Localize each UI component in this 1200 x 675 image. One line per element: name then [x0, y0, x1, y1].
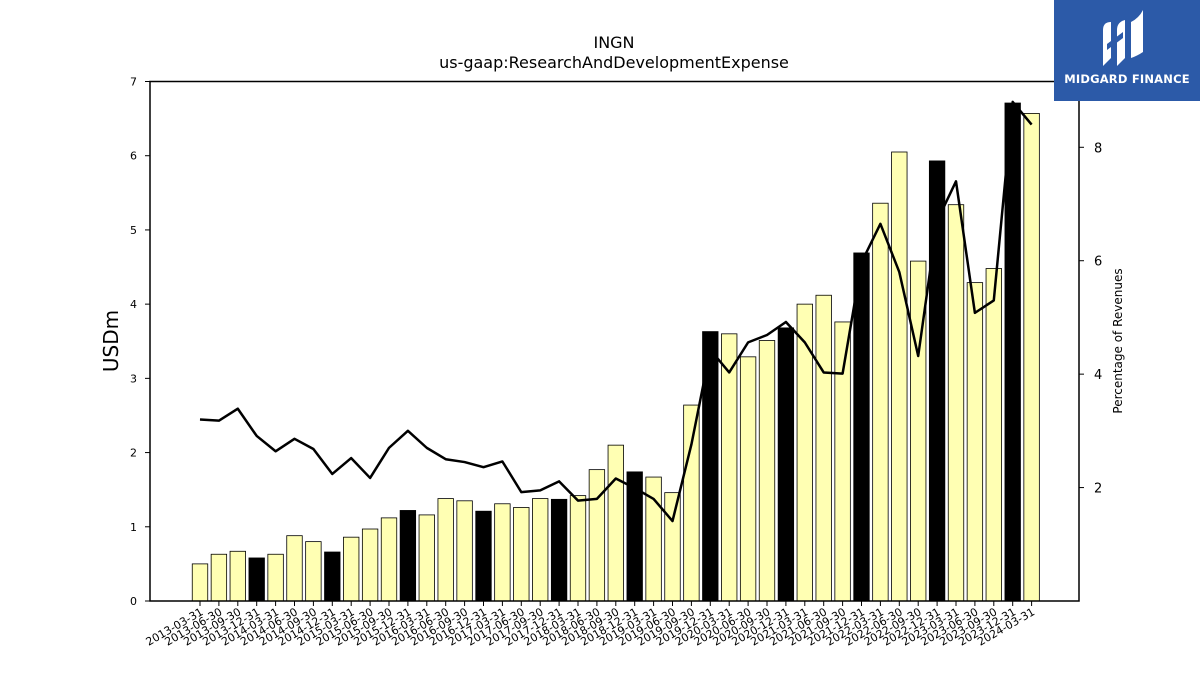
brand-name: MIDGARD FINANCE — [1064, 72, 1190, 86]
y2-tick-label: 4 — [1094, 368, 1102, 383]
bar-2013-12-31 — [248, 557, 265, 602]
bar-2020-06-30 — [739, 356, 757, 602]
bar-2017-12-31 — [550, 498, 568, 602]
bar-2024-03-31 — [1023, 113, 1040, 602]
bar-2016-09-30 — [456, 500, 473, 602]
bar-2022-03-31 — [872, 202, 889, 602]
y-tick-label: 1 — [130, 521, 137, 534]
bar-2023-12-31 — [1004, 102, 1021, 602]
plot-area: 0123456724682013-03-312013-06-302013-09-… — [130, 76, 1102, 649]
bar-2020-09-30 — [758, 340, 776, 602]
bar-2020-03-31 — [721, 333, 738, 602]
bar-2013-09-30 — [229, 550, 246, 602]
y-tick-label: 4 — [130, 298, 137, 311]
bar-2014-06-30 — [286, 535, 303, 602]
bar-2021-09-30 — [834, 321, 851, 602]
y-tick-label: 0 — [130, 595, 137, 608]
bar-2018-06-30 — [588, 469, 606, 602]
bar-2013-03-31 — [191, 563, 209, 602]
bar-2013-06-30 — [210, 553, 228, 602]
brand-logo: MIDGARD FINANCE — [1054, 0, 1200, 101]
chart-subtitle: us-gaap:ResearchAndDevelopmentExpense — [439, 53, 789, 72]
bar-2022-06-30 — [891, 151, 908, 602]
bar-2014-09-30 — [305, 541, 322, 602]
bar-2019-06-30 — [664, 492, 681, 602]
y-axis-label: USDm — [99, 310, 123, 372]
bar-2015-12-31 — [399, 510, 417, 602]
y-tick-label: 5 — [130, 224, 137, 237]
bar-2021-12-31 — [853, 252, 870, 602]
y2-tick-label: 8 — [1094, 141, 1102, 156]
bar-2021-06-30 — [815, 294, 832, 602]
bar-2017-03-31 — [494, 503, 511, 602]
bar-2018-09-30 — [607, 444, 624, 602]
chart-title: INGN — [593, 33, 634, 52]
bar-2018-03-31 — [569, 495, 587, 602]
bar-2015-09-30 — [380, 517, 398, 602]
bar-2015-03-31 — [343, 536, 360, 602]
plot-frame — [149, 80, 1080, 602]
y-tick-label: 7 — [130, 76, 137, 89]
y-tick-label: 3 — [130, 372, 137, 385]
y2-tick-label: 2 — [1094, 482, 1102, 497]
y-tick-label: 2 — [130, 447, 137, 460]
bar-2017-09-30 — [532, 498, 549, 602]
bar-2014-12-31 — [324, 551, 341, 602]
bar-2023-03-31 — [947, 204, 965, 602]
bar-2015-06-30 — [361, 528, 379, 602]
bar-2023-09-30 — [985, 268, 1002, 602]
bar-2017-06-30 — [513, 507, 530, 602]
bar-2019-09-30 — [683, 404, 700, 602]
bar-2020-12-31 — [777, 327, 795, 602]
bar-2016-03-31 — [418, 514, 435, 602]
y-tick-label: 6 — [130, 150, 137, 163]
bar-2023-06-30 — [966, 282, 984, 602]
y2-tick-label: 6 — [1094, 255, 1102, 270]
bar-2016-12-31 — [475, 510, 492, 602]
y2-axis-label: Percentage of Revenues — [1111, 268, 1125, 413]
bar-2016-06-30 — [437, 498, 454, 602]
midgard-m-logo-icon — [1103, 10, 1143, 66]
bar-2014-03-31 — [267, 553, 284, 602]
